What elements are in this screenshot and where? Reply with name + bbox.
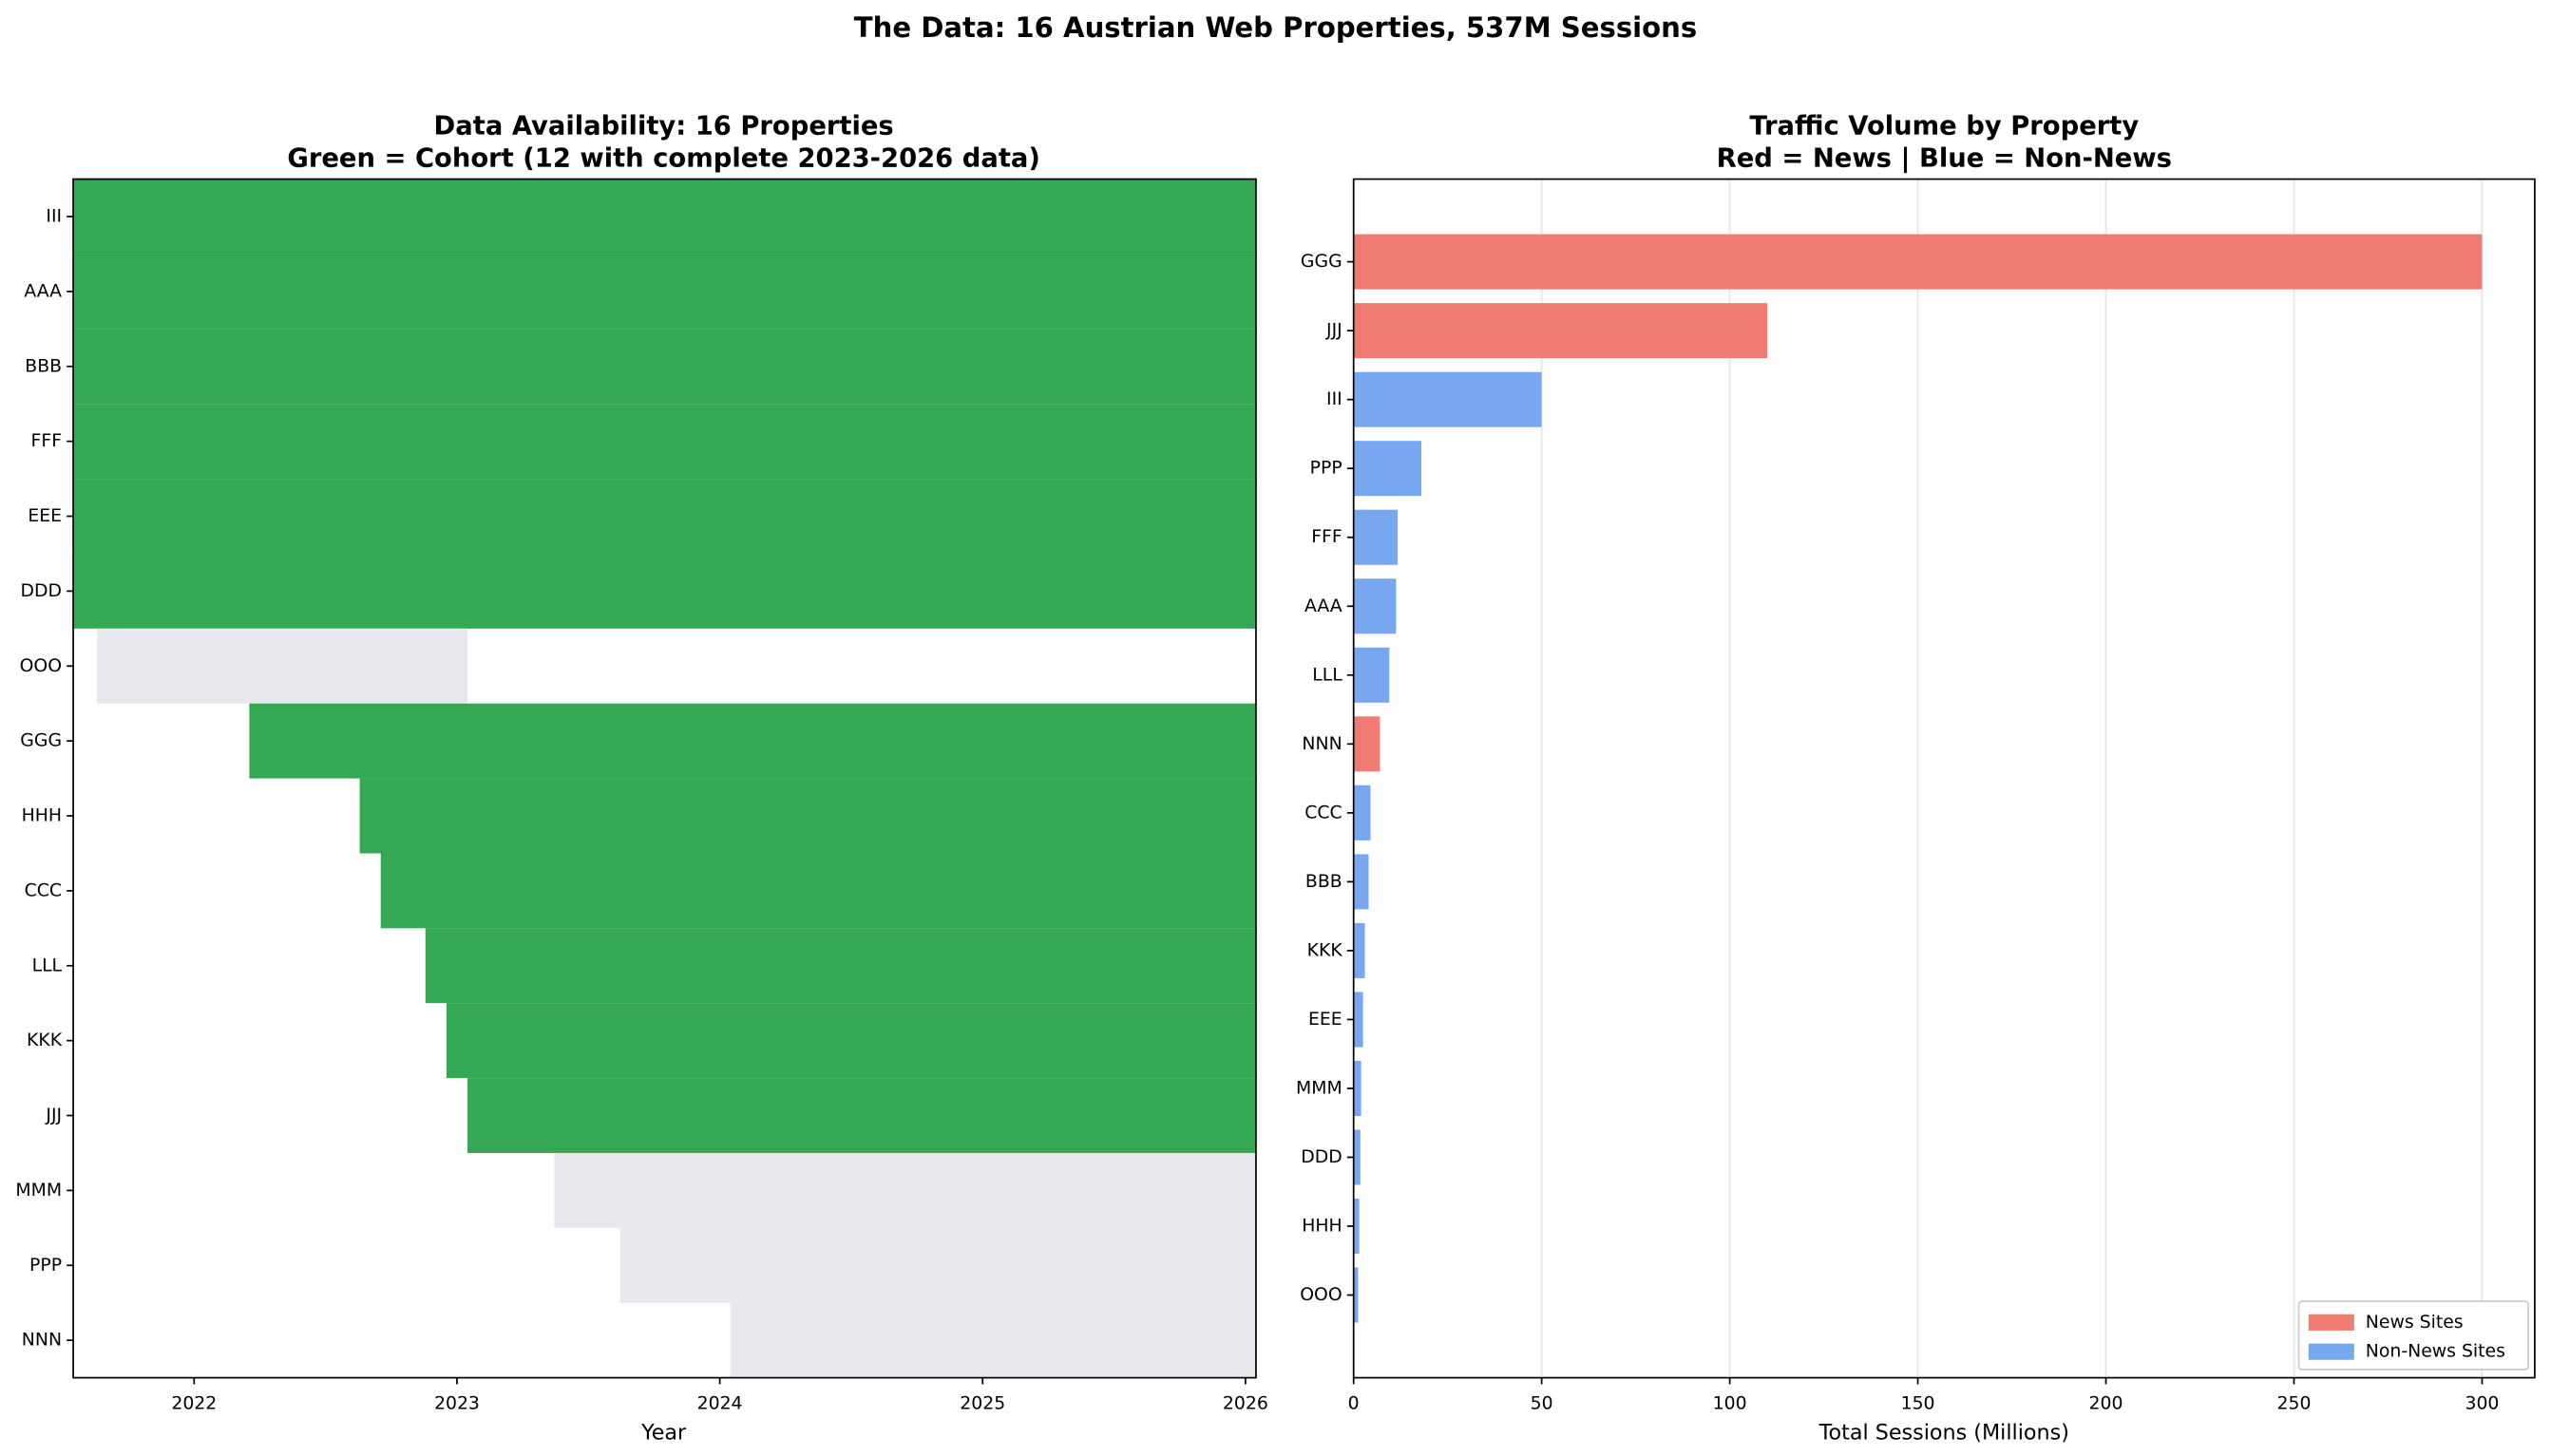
y-tick-label: MMM	[1296, 1078, 1342, 1098]
axes-frame	[1352, 178, 2536, 1379]
chart-title: Traffic Volume by Property	[1749, 111, 2139, 141]
x-axis-label: Total Sessions (Millions)	[1818, 1420, 2069, 1445]
y-tick-label: EEE	[1308, 1010, 1342, 1030]
figure-title: The Data: 16 Austrian Web Properties, 53…	[854, 11, 1697, 44]
x-tick-label: 100	[1713, 1393, 1747, 1413]
range-bar	[425, 928, 1256, 1004]
y-tick-label: HHH	[1302, 1217, 1342, 1237]
x-tick-label: 200	[2089, 1393, 2123, 1413]
bar	[1353, 303, 1768, 359]
axes-frame	[72, 178, 1257, 1379]
range-bar	[619, 1227, 1256, 1303]
y-tick-label: LLL	[1312, 665, 1342, 685]
bar	[1353, 854, 1369, 910]
range-bar	[73, 404, 1256, 480]
range-bar	[359, 778, 1256, 854]
x-tick-label: 2024	[697, 1393, 743, 1413]
bar	[1353, 578, 1397, 634]
y-tick-label: BBB	[25, 356, 62, 376]
bar	[1353, 234, 2483, 290]
y-tick-label: KKK	[27, 1031, 63, 1050]
y-tick-label: AAA	[24, 281, 62, 301]
y-tick-label: CCC	[1304, 803, 1342, 823]
bar	[1353, 647, 1390, 703]
range-bar	[380, 853, 1256, 929]
bar	[1353, 371, 1542, 427]
legend-label: Non-News Sites	[2366, 1342, 2505, 1362]
y-tick-label: JJJ	[45, 1106, 62, 1125]
x-tick-label: 150	[1901, 1393, 1935, 1413]
y-tick-label: BBB	[1305, 872, 1342, 892]
y-tick-label: MMM	[15, 1181, 62, 1201]
x-tick-label: 2023	[434, 1393, 480, 1413]
range-bar	[73, 329, 1256, 405]
y-tick-label: PPP	[1310, 459, 1342, 479]
x-tick-label: 0	[1348, 1393, 1360, 1413]
y-tick-label: OOO	[1300, 1285, 1342, 1305]
y-tick-label: DDD	[1301, 1147, 1342, 1167]
bar	[1353, 785, 1371, 841]
range-bar	[73, 479, 1256, 554]
y-tick-label: FFF	[1311, 527, 1342, 547]
bar	[1353, 922, 1365, 978]
y-tick-label: EEE	[28, 506, 62, 526]
range-bar	[730, 1302, 1256, 1378]
range-bar	[249, 703, 1256, 779]
range-bar	[554, 1152, 1256, 1228]
x-tick-label: 300	[2465, 1393, 2499, 1413]
range-bar	[73, 553, 1256, 629]
chart-subtitle: Green = Cohort (12 with complete 2023-20…	[287, 144, 1040, 174]
y-tick-label: FFF	[31, 431, 63, 451]
y-tick-label: PPP	[29, 1256, 62, 1276]
chart-title: Data Availability: 16 Properties	[434, 111, 894, 141]
y-tick-label: GGG	[20, 731, 62, 751]
range-bar	[73, 179, 1256, 255]
y-tick-label: HHH	[22, 806, 62, 826]
chart-subtitle: Red = News | Blue = Non-News	[1717, 144, 2172, 174]
x-tick-label: 50	[1531, 1393, 1553, 1413]
range-bar	[467, 1078, 1256, 1153]
x-tick-label: 250	[2277, 1393, 2312, 1413]
range-bar	[96, 628, 468, 704]
range-bar	[446, 1003, 1256, 1079]
y-tick-label: GGG	[1301, 252, 1342, 272]
bar	[1353, 1060, 1361, 1116]
y-tick-label: JJJ	[1325, 321, 1342, 341]
bar	[1353, 1129, 1361, 1185]
legend-label: News Sites	[2366, 1313, 2464, 1333]
y-tick-label: III	[1326, 389, 1342, 409]
x-tick-label: 2026	[1223, 1393, 1268, 1413]
legend-swatch	[2308, 1343, 2354, 1360]
y-tick-label: DDD	[21, 581, 63, 601]
legend-swatch	[2308, 1314, 2354, 1331]
x-tick-label: 2025	[960, 1393, 1005, 1413]
bar	[1353, 992, 1363, 1048]
y-tick-label: AAA	[1304, 596, 1342, 616]
bar	[1353, 1267, 1359, 1323]
y-tick-label: KKK	[1307, 940, 1343, 960]
x-tick-label: 2022	[171, 1393, 217, 1413]
bar	[1353, 441, 1421, 497]
y-tick-label: NNN	[22, 1331, 62, 1351]
range-bar	[73, 254, 1256, 330]
y-tick-label: LLL	[32, 955, 63, 975]
y-tick-label: III	[46, 207, 62, 227]
y-tick-label: NNN	[1302, 734, 1342, 754]
bar	[1353, 716, 1380, 772]
bar	[1353, 509, 1399, 565]
bar	[1353, 1199, 1360, 1255]
legend-box	[2297, 1300, 2529, 1371]
y-tick-label: OOO	[20, 656, 62, 676]
x-axis-label: Year	[640, 1420, 687, 1445]
y-tick-label: CCC	[25, 880, 62, 900]
